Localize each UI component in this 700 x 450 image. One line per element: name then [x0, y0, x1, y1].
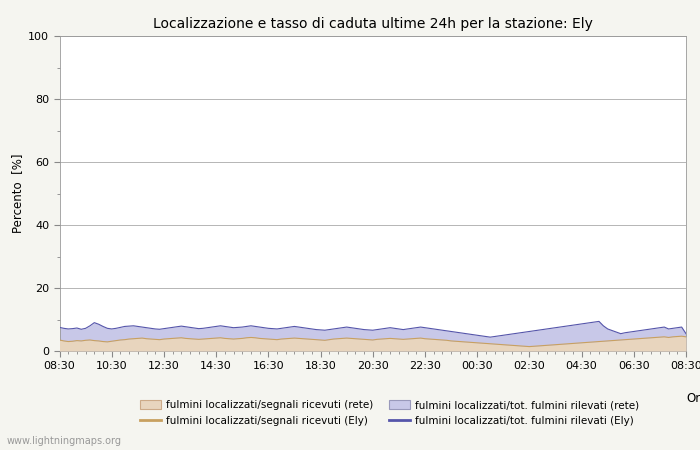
Text: www.lightningmaps.org: www.lightningmaps.org — [7, 436, 122, 446]
Title: Localizzazione e tasso di caduta ultime 24h per la stazione: Ely: Localizzazione e tasso di caduta ultime … — [153, 17, 593, 31]
Y-axis label: Percento  [%]: Percento [%] — [11, 154, 24, 233]
Legend: fulmini localizzati/segnali ricevuti (rete), fulmini localizzati/segnali ricevut: fulmini localizzati/segnali ricevuti (re… — [140, 400, 639, 426]
Text: Orario: Orario — [686, 392, 700, 405]
